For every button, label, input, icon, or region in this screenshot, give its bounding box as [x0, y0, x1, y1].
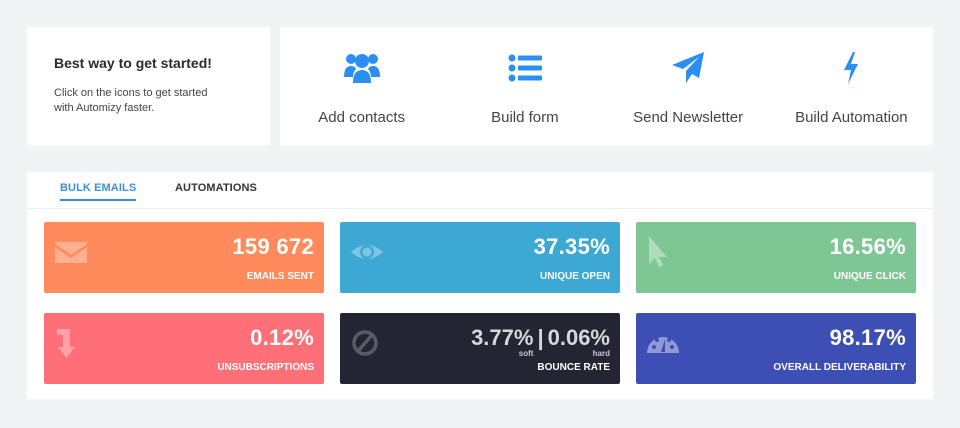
emails-sent-tile: 159 672 EMAILS SENT	[44, 222, 324, 293]
emails-sent-label: EMAILS SENT	[246, 271, 314, 282]
unsubscriptions-label: UNSUBSCRIPTIONS	[217, 362, 314, 373]
intro-text: Click on the icons to get started with A…	[54, 87, 208, 114]
unsubscriptions-tile: 0.12% UNSUBSCRIPTIONS	[44, 313, 324, 384]
deliverability-tile: 98.17% OVERALL DELIVERABILITY	[636, 313, 916, 384]
unique-open-tile: 37.35% UNIQUE OPEN	[340, 222, 620, 293]
bounce-rate-label: BOUNCE RATE	[537, 362, 610, 373]
add-contacts-button[interactable]: Add contacts	[280, 27, 443, 145]
build-form-button[interactable]: Build form	[443, 27, 606, 145]
unique-click-tile: 16.56% UNIQUE CLICK	[636, 222, 916, 293]
stats-panel: BULK EMAILS AUTOMATIONS 159 672 EMAILS S…	[27, 172, 933, 399]
build-automation-label: Build Automation	[795, 109, 908, 126]
send-newsletter-button[interactable]: Send Newsletter	[607, 27, 770, 145]
unique-click-label: UNIQUE CLICK	[833, 271, 906, 282]
cursor-icon	[649, 236, 667, 267]
block-icon	[352, 330, 378, 356]
users-icon	[343, 47, 381, 89]
unsubscriptions-value: 0.12%	[250, 325, 314, 350]
emails-sent-value: 159 672	[232, 234, 314, 259]
bounce-hard-value: 0.06%	[547, 325, 610, 350]
lightning-icon	[842, 47, 860, 89]
list-icon	[508, 47, 542, 89]
send-newsletter-label: Send Newsletter	[633, 109, 744, 126]
build-form-label: Build form	[491, 109, 559, 126]
unique-click-value: 16.56%	[829, 234, 906, 259]
add-contacts-label: Add contacts	[318, 109, 405, 126]
intro-card: Best way to get started! Click on the ic…	[27, 27, 270, 145]
bounce-rate-tile: 3.77% soft | 0.06% hard BOUNCE RATE	[340, 313, 620, 384]
quick-actions: Add contacts Build form Send Newsletter	[280, 27, 933, 145]
unique-open-label: UNIQUE OPEN	[539, 271, 610, 282]
tab-automations[interactable]: AUTOMATIONS	[175, 182, 257, 194]
paper-plane-icon	[671, 47, 705, 89]
bounce-soft-value: 3.77%	[471, 325, 534, 350]
deliverability-value: 98.17%	[829, 325, 906, 350]
bounce-rate-values: 3.77% soft | 0.06% hard	[471, 325, 610, 358]
intro-title: Best way to get started!	[54, 55, 212, 71]
gauge-icon	[647, 337, 679, 353]
bounce-separator: |	[537, 325, 544, 350]
build-automation-button[interactable]: Build Automation	[770, 27, 933, 145]
unique-open-value: 37.35%	[533, 234, 610, 259]
bounce-hard-label: hard	[592, 349, 610, 358]
envelope-icon	[55, 242, 87, 263]
bounce-soft-label: soft	[518, 349, 534, 358]
stats-tabs: BULK EMAILS AUTOMATIONS	[27, 172, 933, 209]
deliverability-label: OVERALL DELIVERABILITY	[773, 362, 906, 373]
tab-bulk-emails[interactable]: BULK EMAILS	[60, 182, 137, 201]
arrow-down-icon	[57, 329, 75, 358]
eye-icon	[351, 245, 383, 259]
